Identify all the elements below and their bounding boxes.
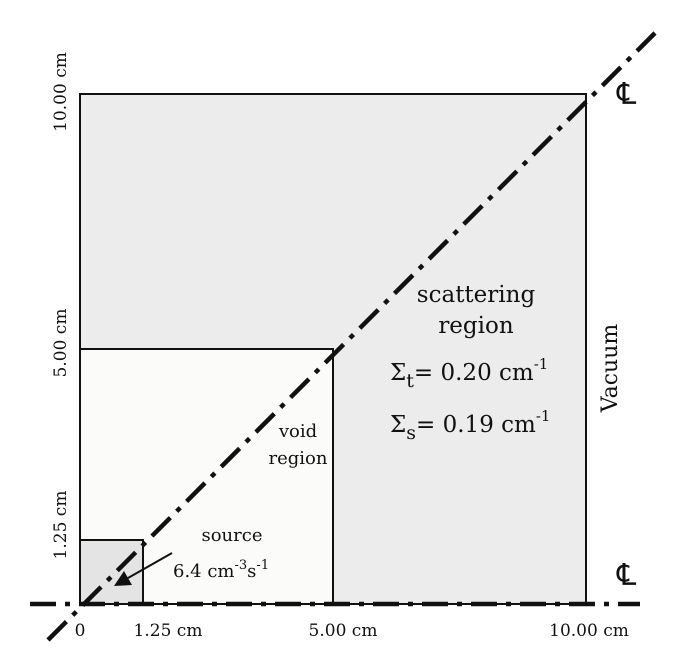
x-tick-5.00: 5.00 cm bbox=[309, 621, 378, 641]
source-arrowhead bbox=[114, 571, 132, 586]
vacuum-label: Vacuum bbox=[598, 324, 623, 414]
void-label-line1: void bbox=[278, 421, 317, 442]
x-tick-10.00: 10.00 cm bbox=[549, 621, 629, 641]
centerline-symbol-bottom: ℄ bbox=[616, 558, 637, 593]
y-tick-10.00: 10.00 cm bbox=[51, 52, 71, 132]
void-label-line2: region bbox=[269, 448, 328, 469]
y-tick-5.00: 5.00 cm bbox=[51, 309, 71, 378]
sigma-s-formula: Σs= 0.19 cm-1 bbox=[390, 407, 550, 444]
centerline-symbol-top: ℄ bbox=[616, 77, 637, 112]
sigma-t-formula: Σt= 0.20 cm-1 bbox=[390, 355, 548, 392]
diagonal-centerline bbox=[46, 31, 657, 642]
y-tick-1.25: 1.25 cm bbox=[51, 491, 71, 560]
source-region bbox=[79, 539, 144, 605]
scattering-label-line2: region bbox=[438, 313, 514, 339]
source-label: source bbox=[201, 525, 262, 546]
scattering-label-line1: scattering bbox=[417, 282, 536, 308]
x-tick-1.25: 1.25 cm bbox=[134, 621, 203, 641]
x-tick-0: 0 bbox=[75, 621, 86, 641]
source-arrow bbox=[127, 552, 173, 579]
source-value: 6.4 cm-3s-1 bbox=[173, 558, 269, 582]
